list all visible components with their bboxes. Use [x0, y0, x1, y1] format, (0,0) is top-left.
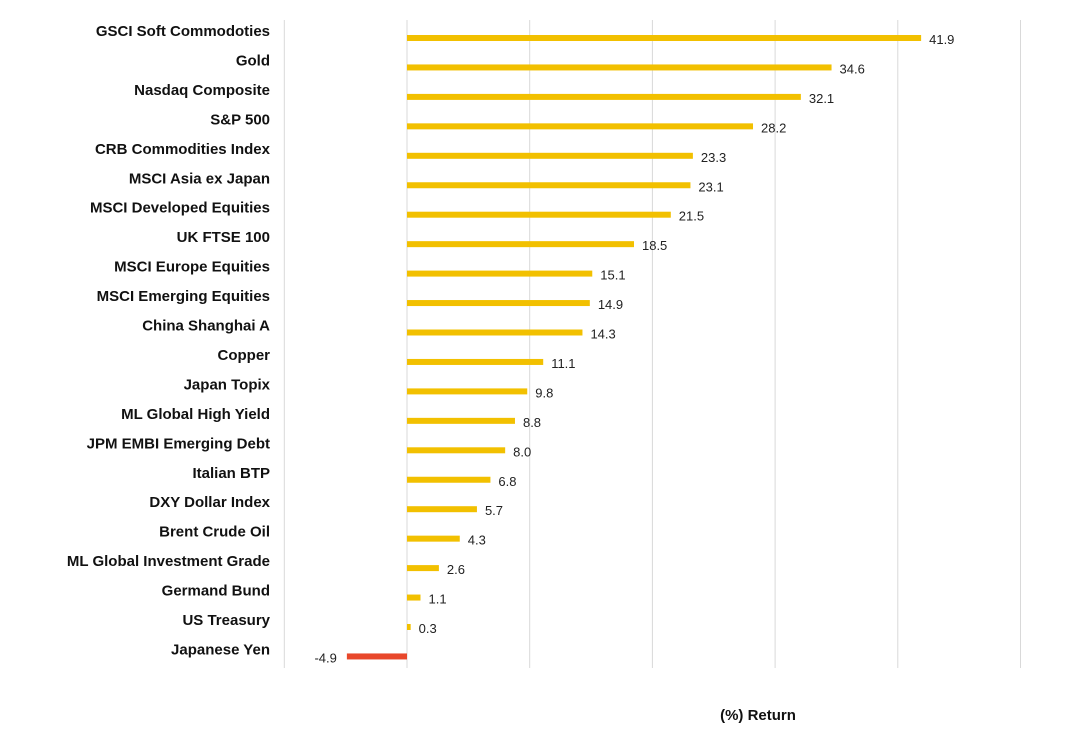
bar: [407, 300, 590, 307]
data-label: 23.3: [701, 150, 726, 165]
bar: [407, 535, 460, 542]
category-label: MSCI Asia ex Japan: [129, 170, 270, 187]
bar: [407, 358, 544, 365]
data-label: 1.1: [428, 592, 446, 607]
data-label: 4.3: [468, 533, 486, 548]
category-label: China Shanghai A: [142, 318, 270, 335]
bar: [407, 417, 515, 424]
category-label: Brent Crude Oil: [159, 524, 270, 541]
category-label: ML Global High Yield: [121, 406, 270, 423]
data-label: 0.3: [419, 621, 437, 636]
bar: [407, 182, 691, 189]
bar: [407, 152, 693, 159]
category-label: Italian BTP: [192, 465, 270, 482]
value-labels: 41.9 34.6 32.1 28.2 23.3 23.1 21.5 18.5 15.1 14.9…: [314, 32, 954, 665]
data-label: 14.3: [590, 327, 615, 342]
bar: [407, 447, 506, 454]
bar: [346, 653, 407, 660]
data-label: 41.9: [929, 32, 954, 47]
data-label: 23.1: [698, 179, 723, 194]
data-label: 8.0: [513, 444, 531, 459]
data-label: 34.6: [840, 61, 865, 76]
bar: [407, 211, 671, 218]
data-label: 21.5: [679, 209, 704, 224]
category-label: JPM EMBI Emerging Debt: [87, 435, 270, 452]
category-label: Japan Topix: [184, 376, 271, 393]
bar: [407, 123, 754, 130]
category-label: DXY Dollar Index: [149, 494, 270, 511]
bar: [407, 35, 922, 41]
data-label: 28.2: [761, 120, 786, 135]
category-label: Nasdaq Composite: [134, 82, 270, 99]
category-label: Germand Bund: [162, 583, 270, 600]
bar: [407, 565, 439, 572]
data-label: -4.9: [314, 650, 336, 665]
data-label: 32.1: [809, 91, 834, 106]
bar: [407, 476, 491, 483]
category-label: MSCI Developed Equities: [90, 200, 270, 217]
data-label: 11.1: [551, 356, 575, 371]
data-label: 15.1: [600, 268, 625, 283]
x-axis-title: (%) Return: [720, 707, 796, 724]
category-labels: GSCI Soft Commodoties Gold Nasdaq Composit…: [67, 23, 271, 658]
data-label: 5.7: [485, 503, 503, 518]
category-label: S&P 500: [210, 111, 270, 128]
bar: [407, 506, 477, 513]
category-label: GSCI Soft Commodoties: [96, 23, 270, 40]
bar: [407, 270, 593, 277]
category-label: MSCI Emerging Equities: [97, 288, 270, 305]
category-label: ML Global Investment Grade: [67, 553, 270, 570]
bar: [407, 624, 411, 630]
bar: [407, 241, 634, 248]
bars: [346, 35, 922, 660]
bar: [407, 329, 583, 336]
data-label: 14.9: [598, 297, 623, 312]
category-label: Copper: [218, 347, 271, 364]
category-label: UK FTSE 100: [177, 229, 270, 246]
category-label: US Treasury: [182, 612, 270, 629]
category-label: Gold: [236, 52, 270, 69]
category-label: MSCI Europe Equities: [114, 259, 270, 276]
bar: [407, 64, 832, 71]
data-label: 18.5: [642, 238, 667, 253]
category-label: CRB Commodities Index: [95, 141, 271, 158]
data-label: 6.8: [498, 474, 516, 489]
data-label: 9.8: [535, 385, 553, 400]
bar: [407, 388, 528, 395]
data-label: 8.8: [523, 415, 541, 430]
bar: [407, 594, 421, 601]
category-label: Japanese Yen: [171, 641, 270, 658]
bar: [407, 93, 801, 100]
gridlines: [283, 20, 1021, 668]
data-label: 2.6: [447, 562, 465, 577]
